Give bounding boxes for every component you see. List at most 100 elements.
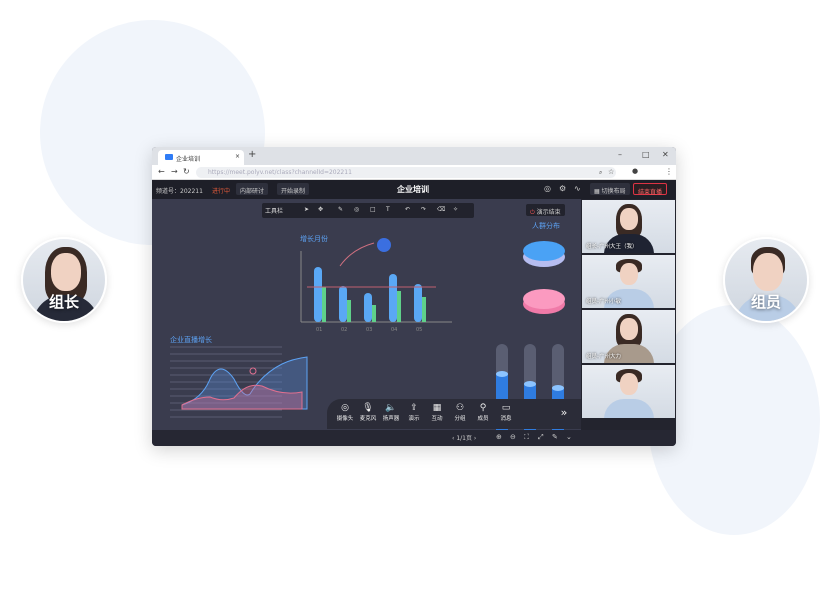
redo-icon[interactable]: ↷ bbox=[421, 206, 427, 213]
profile-icon[interactable]: ● bbox=[632, 167, 639, 175]
actual-size-icon[interactable]: ⛶ bbox=[524, 433, 529, 441]
bar-blue bbox=[364, 293, 372, 322]
video-tile[interactable]: 组长-广州大王（我） bbox=[582, 200, 675, 253]
maximize-button[interactable]: □ bbox=[642, 150, 650, 159]
control-camera[interactable]: ◎ 摄像头 bbox=[332, 403, 358, 422]
power-icon: ⏻ bbox=[530, 209, 535, 216]
zoom-out-icon[interactable]: ⊖ bbox=[510, 433, 516, 441]
zoom-in-icon[interactable]: ⊕ bbox=[496, 433, 502, 441]
bar-category-label: 05 bbox=[416, 327, 422, 333]
switch-layout-label: 切换布局 bbox=[601, 188, 626, 195]
toolbar-label: 工具栏 bbox=[265, 208, 284, 215]
bar-green bbox=[422, 297, 426, 322]
pen-toggle-icon[interactable]: ✎ bbox=[552, 433, 558, 441]
bar-blue bbox=[314, 267, 322, 322]
control-label: 摄像头 bbox=[336, 416, 354, 422]
member-icon: ⚲ bbox=[479, 403, 487, 413]
page-number: 1/1页 bbox=[456, 435, 472, 442]
bar-green bbox=[347, 300, 351, 322]
forward-icon[interactable]: → bbox=[171, 167, 178, 176]
tab-bar: 企业培训 × + – □ ✕ bbox=[152, 147, 676, 165]
control-label: 演示 bbox=[408, 416, 420, 422]
control-group[interactable]: ⚇ 分组 bbox=[447, 403, 473, 422]
bar-category-label: 02 bbox=[341, 327, 347, 333]
avatar-label: 组员 bbox=[750, 293, 781, 311]
browser-tab[interactable]: 企业培训 × bbox=[158, 150, 244, 165]
arrow-annotation bbox=[339, 242, 375, 267]
reload-icon[interactable]: ↻ bbox=[183, 167, 190, 176]
interact-icon: ▦ bbox=[432, 403, 442, 413]
more-controls-icon[interactable]: » bbox=[560, 406, 568, 419]
camera-icon: ◎ bbox=[341, 403, 349, 413]
bar-title: 增长月份 bbox=[300, 234, 328, 243]
line-series-blue bbox=[181, 356, 308, 410]
group-icon: ⚇ bbox=[455, 403, 465, 413]
bookmark-star-icon[interactable]: ☆ bbox=[608, 168, 615, 176]
tab-title: 企业培训 bbox=[176, 156, 201, 163]
live-status: 进行中 bbox=[212, 188, 231, 195]
back-icon[interactable]: ← bbox=[158, 167, 165, 176]
video-name: 组员-广州大力 bbox=[586, 354, 621, 360]
fullscreen-icon[interactable]: ⤢ bbox=[538, 433, 544, 441]
bar-green bbox=[372, 305, 376, 322]
discussion-button[interactable]: 内部研讨 bbox=[236, 183, 269, 195]
end-live-button[interactable]: 结束直播 bbox=[633, 183, 668, 196]
share-icon: ⇪ bbox=[410, 403, 418, 413]
page-title: 企业培训 bbox=[397, 185, 429, 194]
new-tab-button[interactable]: + bbox=[248, 149, 257, 160]
video-tile[interactable]: 组员-广州大力 bbox=[582, 310, 675, 363]
pointer-icon[interactable]: ➤ bbox=[304, 206, 310, 213]
drawing-toolbar: 工具栏 ➤ ✥ ✎ ◎ □ T ↶ ↷ ⌫ ✧ bbox=[262, 203, 474, 218]
record-button[interactable]: 开始录制 bbox=[277, 183, 310, 195]
video-tile[interactable]: 组员-广州小敏 bbox=[582, 255, 675, 308]
text-tool-icon[interactable]: T bbox=[386, 206, 390, 213]
bar-blue bbox=[339, 286, 347, 322]
avatar-member: 组员 bbox=[723, 237, 809, 323]
video-tile[interactable] bbox=[582, 365, 675, 418]
line-title: 企业直播增长 bbox=[170, 335, 212, 344]
control-microphone[interactable]: 🎙 麦克风 bbox=[355, 403, 381, 422]
undo-icon[interactable]: ↶ bbox=[405, 206, 411, 213]
end-demo-button[interactable]: ⏻ 演示结束 bbox=[526, 204, 565, 216]
page-indicator[interactable]: ‹ 1/1页 › bbox=[452, 435, 477, 442]
control-label: 成员 bbox=[477, 416, 489, 422]
play-icon[interactable]: ◎ bbox=[544, 184, 551, 193]
rect-tool-icon[interactable]: □ bbox=[370, 206, 376, 213]
bar-category-label: 03 bbox=[366, 327, 372, 333]
eraser-icon[interactable]: ⌫ bbox=[437, 206, 446, 213]
zoom-icon[interactable]: ⌕ bbox=[599, 169, 603, 176]
line-series-pink bbox=[181, 384, 303, 410]
control-interact[interactable]: ▦ 互动 bbox=[424, 403, 450, 422]
control-speaker[interactable]: 🔈 扬声器 bbox=[378, 403, 404, 422]
avatar-label: 组长 bbox=[48, 293, 79, 311]
video-panel: 组长-广州大王（我） 组员-广州小敏 组员-广州大力 bbox=[581, 199, 676, 430]
close-window-button[interactable]: ✕ bbox=[662, 150, 669, 159]
settings-icon[interactable]: ⚙ bbox=[559, 184, 567, 193]
switch-layout-button[interactable]: ▦ 切换布局 bbox=[590, 183, 630, 195]
collapse-icon[interactable]: ⌄ bbox=[566, 433, 572, 441]
url-input[interactable]: https://meet.polyv.net/class?channelId=2… bbox=[196, 167, 616, 178]
cylinder-top bbox=[496, 371, 508, 377]
bar-green bbox=[322, 287, 326, 322]
whiteboard[interactable]: 工具栏 ➤ ✥ ✎ ◎ □ T ↶ ↷ ⌫ ✧ ⏻ 演示结束 增长月份 01 02… bbox=[152, 199, 581, 430]
control-label: 互动 bbox=[431, 416, 443, 422]
end-demo-label: 演示结束 bbox=[536, 209, 561, 216]
speaker-icon: 🔈 bbox=[385, 403, 397, 413]
clear-icon[interactable]: ✧ bbox=[453, 206, 459, 213]
minimize-button[interactable]: – bbox=[618, 150, 622, 159]
circle-tool-icon[interactable]: ◎ bbox=[354, 206, 360, 213]
network-icon[interactable]: ∿ bbox=[574, 184, 581, 193]
move-icon[interactable]: ✥ bbox=[318, 206, 324, 213]
control-member[interactable]: ⚲ 成员 bbox=[470, 403, 496, 422]
tab-close-button[interactable]: × bbox=[234, 153, 240, 160]
browser-window: 企业培训 × + – □ ✕ ← → ↻ https://meet.polyv.n… bbox=[152, 147, 676, 446]
pen-icon[interactable]: ✎ bbox=[338, 206, 344, 213]
app-header: 频道号：202211 进行中 内部研讨 开始录制 企业培训 ◎ ⚙ ∿ ▦ 切换… bbox=[152, 180, 676, 199]
control-bar: ◎ 摄像头 🎙 麦克风 🔈 扬声器 ⇪ 演示 ▦ 互动 ⚇ 分组 ⚲ 成员 ▭ 消息 » bbox=[327, 399, 581, 429]
control-label: 分组 bbox=[454, 416, 466, 422]
control-share[interactable]: ⇪ 演示 bbox=[401, 403, 427, 422]
bar-blue bbox=[389, 274, 397, 322]
control-message[interactable]: ▭ 消息 bbox=[493, 403, 519, 422]
message-icon: ▭ bbox=[501, 403, 511, 413]
menu-icon[interactable]: ⋮ bbox=[665, 167, 673, 176]
